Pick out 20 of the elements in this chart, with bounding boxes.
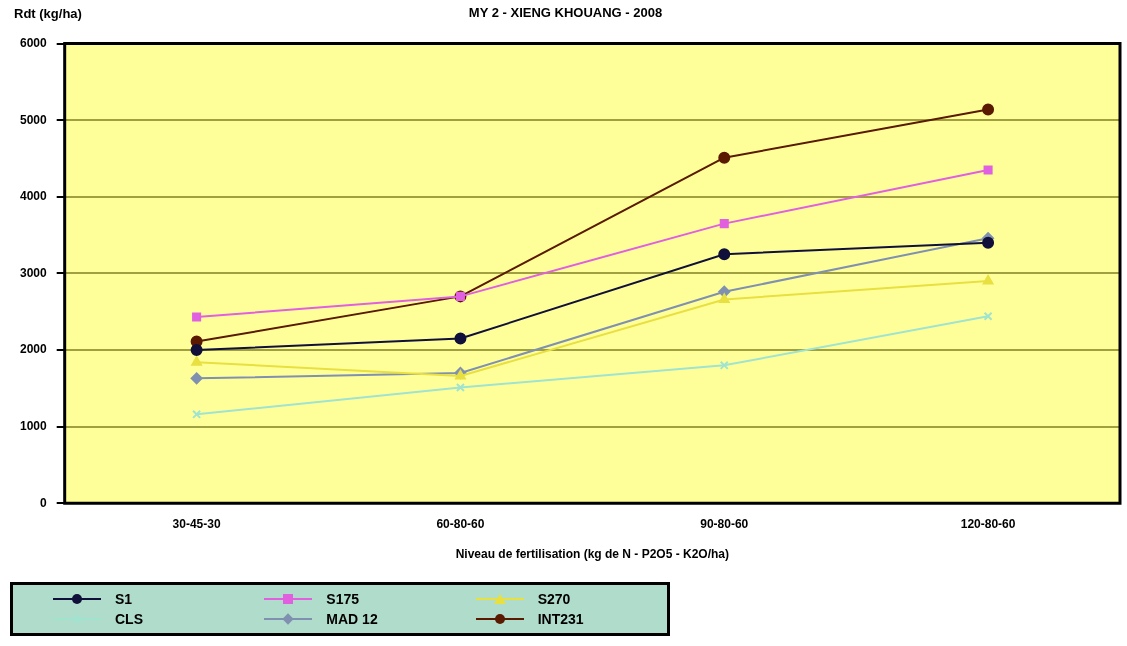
legend-label: INT231	[537, 611, 584, 627]
x-tick-label: 60-80-60	[436, 516, 485, 531]
y-tick-label: 1000	[19, 418, 48, 433]
legend-label: S175	[326, 591, 360, 607]
x-axis-title: Niveau de fertilisation (kg de N - P2O5 - K2O/ha)	[455, 547, 730, 562]
legend-label: CLS	[115, 611, 143, 627]
x-tick-label: 90-80-60	[700, 516, 749, 531]
y-tick-label: 4000	[19, 189, 48, 204]
legend-label: MAD 12	[326, 611, 378, 627]
x-tick-label: 120-80-60	[960, 516, 1016, 531]
legend-label: S1	[115, 591, 133, 607]
y-tick-label: 3000	[19, 265, 48, 280]
x-tick-label: 30-45-30	[172, 516, 221, 531]
chart-title: MY 2 - XIENG KHOUANG - 2008	[468, 5, 663, 21]
y-tick-label: 0	[40, 495, 48, 510]
y-tick-label: 6000	[19, 35, 48, 50]
y-tick-label: 5000	[19, 112, 48, 127]
legend-label: S270	[537, 591, 571, 607]
y-axis-title: Rdt (kg/ha)	[14, 6, 82, 22]
y-tick-label: 2000	[19, 342, 48, 357]
